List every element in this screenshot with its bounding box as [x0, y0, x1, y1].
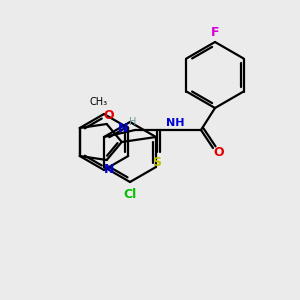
Text: N: N: [103, 163, 114, 176]
Text: Cl: Cl: [123, 188, 136, 200]
Text: N: N: [118, 122, 128, 136]
Text: NH: NH: [166, 118, 184, 128]
Text: H: H: [129, 117, 137, 127]
Text: S: S: [152, 155, 161, 169]
Text: O: O: [103, 109, 114, 122]
Text: CH₃: CH₃: [90, 97, 108, 107]
Text: O: O: [214, 146, 224, 160]
Text: F: F: [211, 26, 219, 38]
